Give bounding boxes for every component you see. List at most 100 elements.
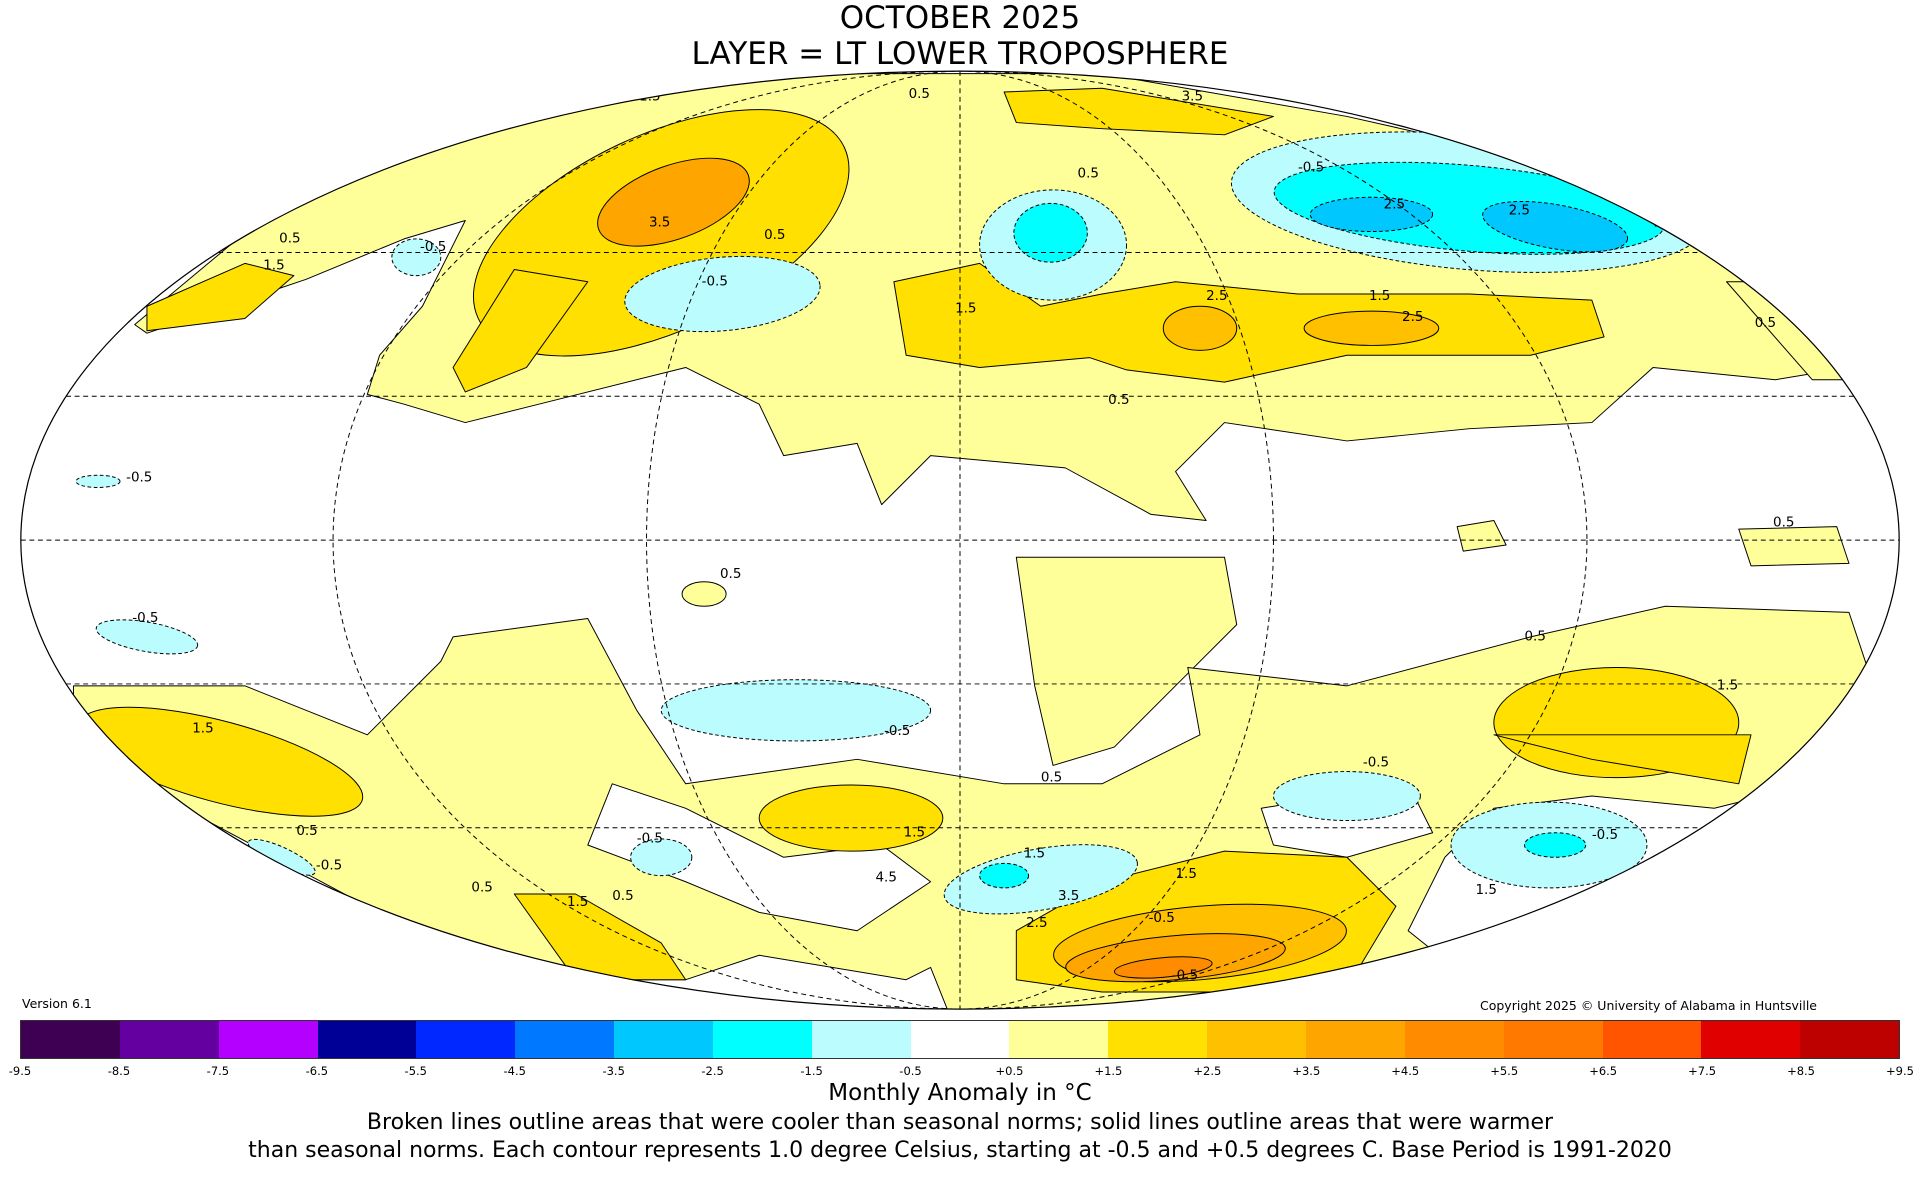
contour-label: -0.5 <box>132 611 158 626</box>
colorbar-bin <box>218 1021 318 1058</box>
anomaly-region <box>1162 305 1238 351</box>
anomaly-region <box>660 679 932 742</box>
map-subtitle: LAYER = LT LOWER TROPOSPHERE <box>691 36 1229 72</box>
anomaly-region <box>1272 771 1421 822</box>
anomaly-region <box>893 262 1605 383</box>
anomaly-region <box>1493 734 1752 785</box>
contour-label: 0.5 <box>720 567 741 582</box>
colorbar-bin <box>1602 1021 1702 1058</box>
contour-label: 1.5 <box>1024 846 1045 861</box>
contour-label: 2.5 <box>1384 197 1405 212</box>
anomaly-region <box>1309 196 1434 233</box>
contour-label: -0.5 <box>1363 756 1389 771</box>
contour-label: 1.5 <box>1653 216 1674 231</box>
anomaly-region <box>452 269 589 393</box>
colorbar-bin <box>1503 1021 1603 1058</box>
colorbar-bin <box>614 1021 713 1058</box>
colorbar-bin <box>1701 1021 1801 1058</box>
colorbar-bin <box>1404 1021 1504 1058</box>
colorbar-tick: -9.5 <box>8 1064 32 1078</box>
colorbar-tick: -6.5 <box>305 1064 329 1078</box>
anomaly-region <box>146 262 295 332</box>
anomaly-region <box>95 619 199 655</box>
contour-label: 0.5 <box>1108 393 1129 408</box>
contour-label: 3.5 <box>649 216 670 231</box>
anomaly-region <box>630 838 693 877</box>
contour-label: 2.5 <box>1509 203 1530 218</box>
colorbar-bin <box>21 1021 120 1058</box>
contour-label: 0.5 <box>279 232 300 247</box>
anomaly-region <box>979 862 1030 889</box>
contour-label: 1.5 <box>567 895 588 910</box>
contour-label: -0.5 <box>884 724 910 739</box>
colorbar-tick: -5.5 <box>404 1064 428 1078</box>
anomaly-region <box>1003 87 1274 136</box>
graticule-line <box>646 71 1274 1010</box>
anomaly-region <box>758 784 944 852</box>
contour-label: -0.5 <box>316 859 342 874</box>
contour-label: 0.5 <box>1524 630 1545 645</box>
contour-label: -0.5 <box>1172 969 1198 984</box>
contour-label: -0.5 <box>1149 911 1175 926</box>
contour-label: 1.5 <box>192 721 213 736</box>
colorbar-tick: +8.5 <box>1787 1064 1816 1078</box>
colorbar-tick: +7.5 <box>1688 1064 1717 1078</box>
colorbar-tick: -0.5 <box>899 1064 922 1078</box>
anomaly-region <box>391 238 442 277</box>
contour-label: 0.5 <box>1755 316 1776 331</box>
anomaly-region <box>943 844 1138 915</box>
contour-label: 1.5 <box>955 301 976 316</box>
contour-label: 1.5 <box>904 825 925 840</box>
anomaly-region <box>1738 526 1850 567</box>
colorbar-tick: +1.5 <box>1094 1064 1123 1078</box>
colorbar-tick: -3.5 <box>602 1064 625 1078</box>
caption-line-1: Broken lines outline areas that were coo… <box>366 1110 1554 1135</box>
anomaly-region <box>681 581 727 607</box>
contour-label: 4.5 <box>876 871 897 886</box>
contour-label: 2.5 <box>1206 289 1227 304</box>
copyright-label: Copyright 2025 © University of Alabama i… <box>1480 998 1817 1013</box>
colorbar-bin <box>416 1021 516 1058</box>
contour-label: 1.5 <box>1717 679 1738 694</box>
anomaly-region <box>597 157 750 247</box>
anomaly-region <box>75 474 121 488</box>
anomaly-fields: 1.5 0.5 2.5 3.5 0.5 -0.5 2.5 2.5 1.5 0.5 1.5 -0.5 3.… <box>20 71 1900 1010</box>
colorbar-tick: +6.5 <box>1589 1064 1618 1078</box>
colorbar-bin <box>317 1021 417 1058</box>
map-title: OCTOBER 2025 <box>839 0 1081 36</box>
contour-label: 3.5 <box>1058 889 1079 904</box>
colorbar-bin <box>712 1021 812 1058</box>
anomaly-region <box>1482 200 1629 253</box>
anomaly-region <box>1524 832 1587 858</box>
contour-label: -0.5 <box>420 240 446 255</box>
colorbar-tick: -8.5 <box>107 1064 131 1078</box>
colorbar-tick: +3.5 <box>1292 1064 1321 1078</box>
contour-label: 0.5 <box>909 87 930 102</box>
colorbar-bin <box>1305 1021 1405 1058</box>
anomaly-region <box>624 255 821 333</box>
colorbar <box>20 1020 1900 1059</box>
contour-label: 2.5 <box>1026 916 1047 931</box>
contour-label: -0.5 <box>1592 828 1618 843</box>
contour-label: 0.5 <box>1078 167 1099 182</box>
contour-label: 0.5 <box>471 881 492 896</box>
colorbar-tick: -1.5 <box>800 1064 823 1078</box>
contour-label: 0.5 <box>1041 770 1062 785</box>
contour-label: -0.5 <box>637 832 663 847</box>
anomaly-region <box>1303 310 1440 346</box>
contour-label: -0.5 <box>126 470 152 485</box>
anomaly-region <box>1013 202 1088 263</box>
colorbar-bin <box>910 1021 1010 1058</box>
colorbar-bin <box>1800 1021 1900 1058</box>
colorbar-bin <box>811 1021 911 1058</box>
contour-label: 0.5 <box>1773 516 1794 531</box>
colorbar-tick: +0.5 <box>995 1064 1024 1078</box>
contour-label: 1.5 <box>263 259 284 274</box>
graticule-line <box>332 71 1588 1010</box>
contour-label: 0.5 <box>612 889 633 904</box>
colorbar-ticks: -9.5 -8.5 -7.5 -6.5 -5.5 -4.5 -3.5 -2.5 -1.5 -0.5… <box>9 1064 1914 1079</box>
colorbar-bin <box>515 1021 615 1058</box>
contour-label: 3.5 <box>1182 90 1203 105</box>
anomaly-region <box>1456 520 1507 552</box>
